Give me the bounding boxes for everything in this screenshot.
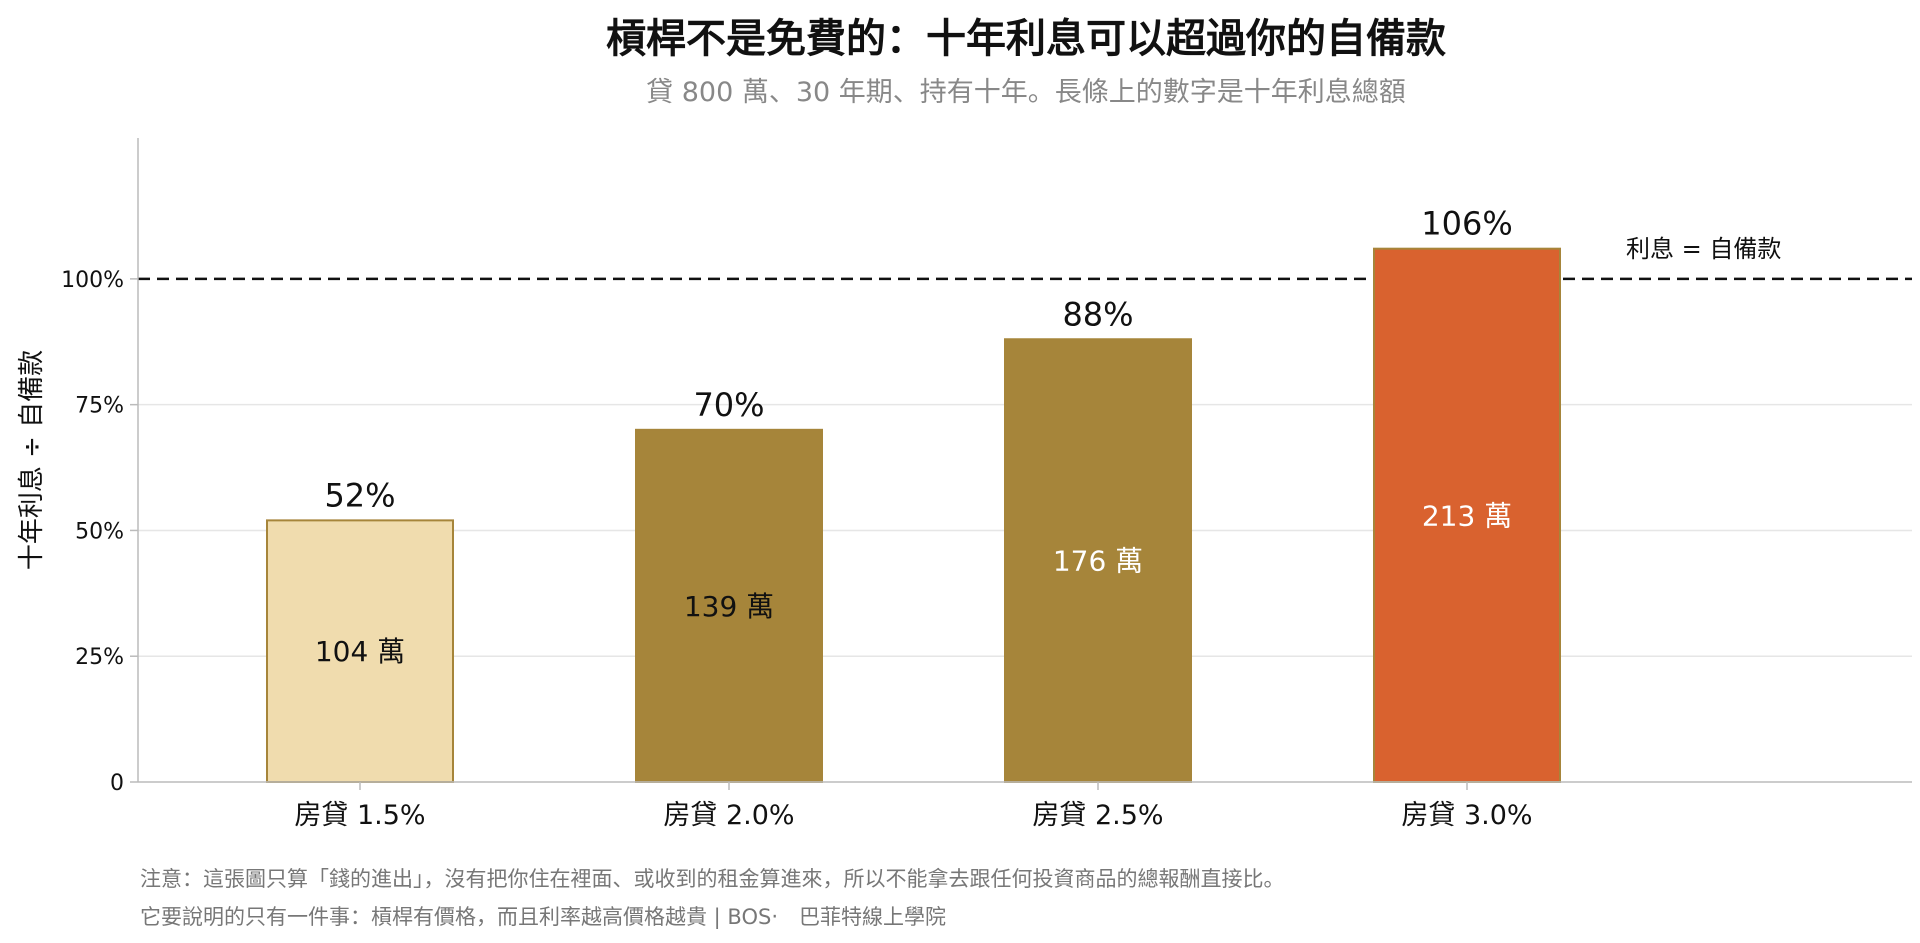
y-tick-label: 25%: [75, 645, 124, 670]
x-tick-label: 房貸 3.0%: [1401, 800, 1532, 831]
bars: 52% 104 萬 70% 139 萬 88% 176 萬 106% 213 萬: [266, 205, 1561, 783]
bar-inner-label: 176 萬: [1053, 545, 1143, 578]
axes: 0 25% 50% 75% 100% 房貸 1.5% 房貸 2.0% 房貸 2.5% 房貸 3.…: [61, 138, 1912, 831]
y-tick-label: 75%: [75, 394, 124, 419]
bar: [1373, 247, 1561, 783]
bar-value-label: 52%: [324, 476, 395, 514]
x-tick-label: 房貸 2.0%: [663, 800, 794, 831]
bar-value-label: 70%: [693, 386, 764, 424]
x-tick-label: 房貸 2.5%: [1032, 800, 1163, 831]
y-tick-label: 0: [110, 771, 124, 796]
bar-inner-label: 213 萬: [1422, 499, 1512, 532]
footnote-line-2: 它要說明的只有一件事：槓桿有價格，而且利率越高價格越貴 | BOS‧ 巴菲特線上…: [140, 905, 946, 930]
reference-line-group: 利息 = 自備款: [138, 235, 1912, 281]
bar-inner-label: 139 萬: [684, 590, 774, 623]
reference-line-label: 利息 = 自備款: [1626, 235, 1781, 263]
bar-value-label: 88%: [1062, 295, 1133, 333]
chart-title: 槓桿不是免費的：十年利息可以超過你的自備款: [606, 16, 1446, 62]
bar-value-label: 106%: [1421, 205, 1512, 243]
y-tick-label: 100%: [61, 268, 124, 293]
y-axis-label: 十年利息 ÷ 自備款: [17, 350, 47, 570]
chart-subtitle: 貸 800 萬、30 年期、持有十年。長條上的數字是十年利息總額: [646, 77, 1406, 108]
footnote-line-1: 注意：這張圖只算「錢的進出」，沒有把你住在裡面、或收到的租金算進來，所以不能拿去…: [140, 867, 1285, 891]
bar: [1004, 338, 1192, 783]
x-tick-label: 房貸 1.5%: [294, 800, 425, 831]
bar-inner-label: 104 萬: [315, 635, 405, 668]
bar: [266, 519, 454, 783]
bar: [635, 428, 823, 783]
y-tick-label: 50%: [75, 519, 124, 544]
